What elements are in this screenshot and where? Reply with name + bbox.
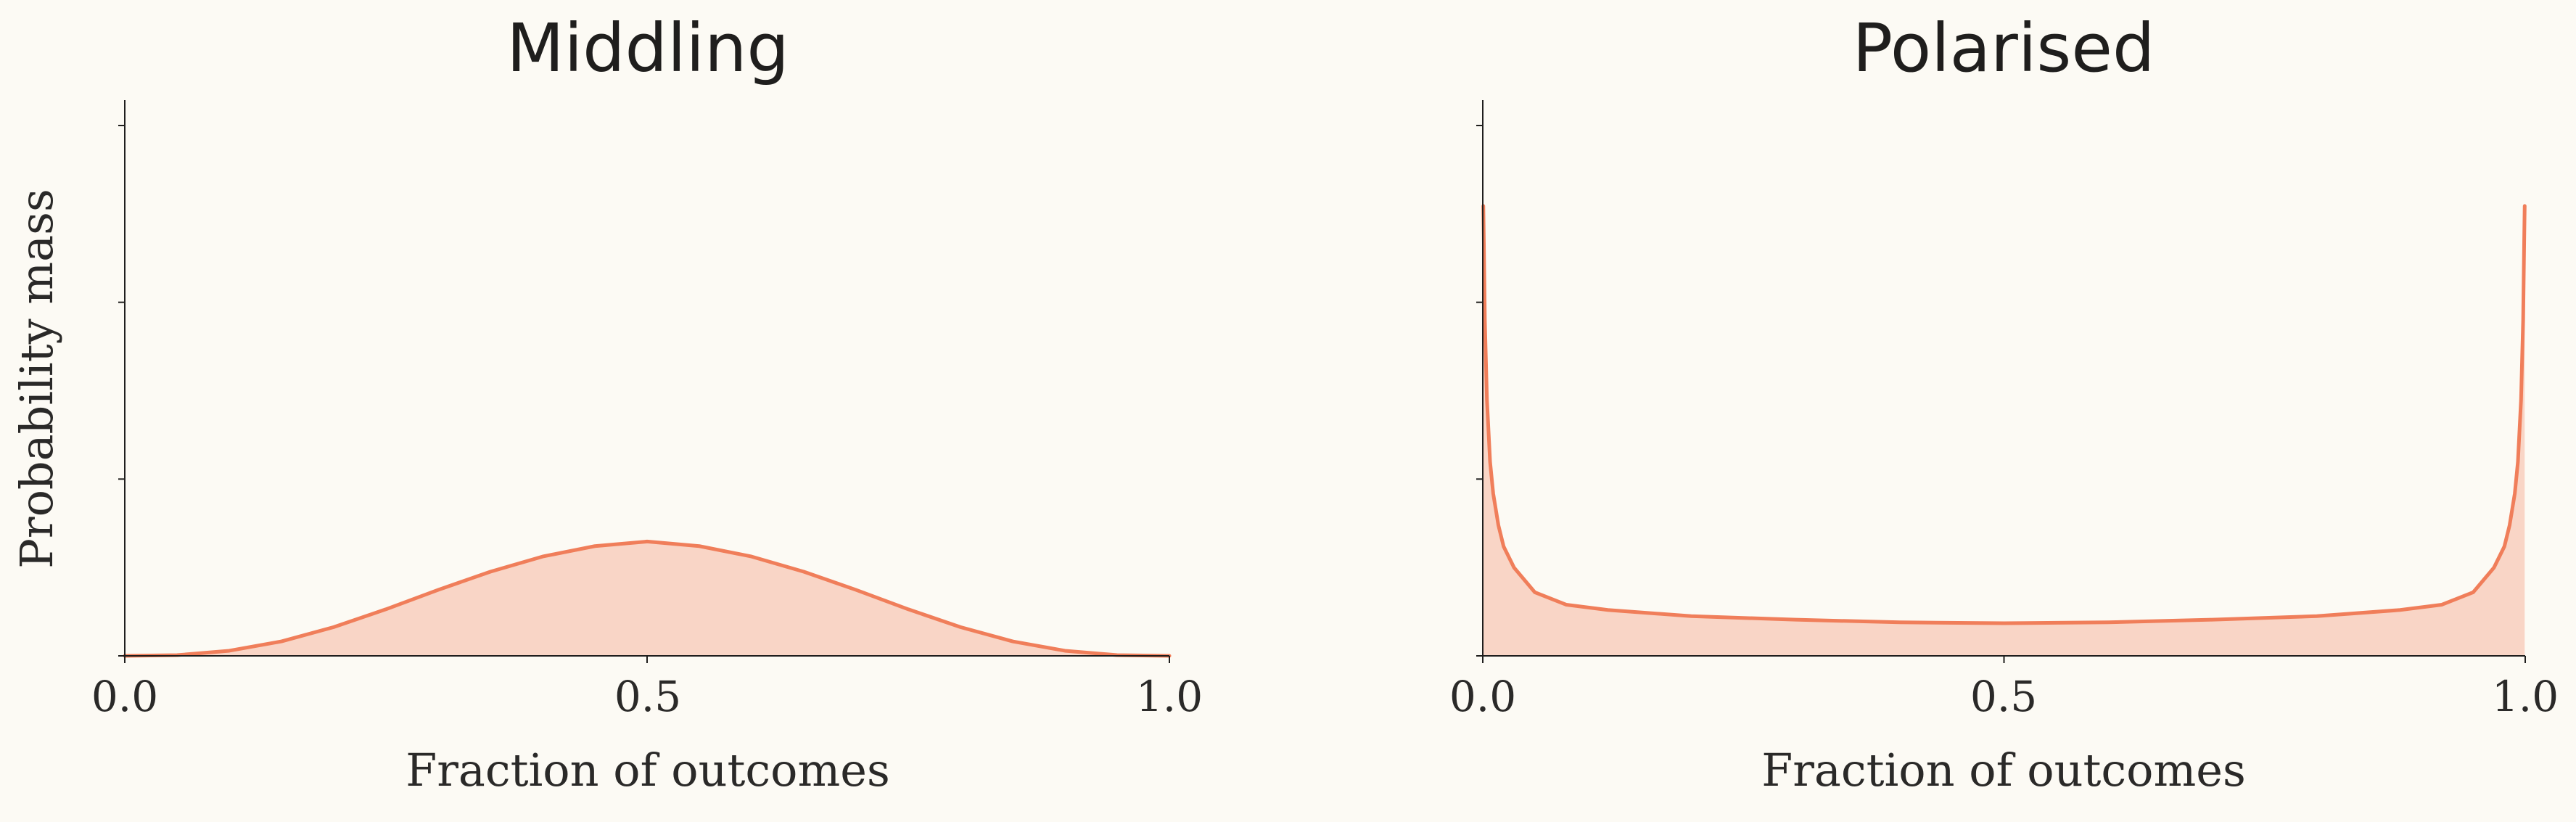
series-line <box>1481 204 2527 625</box>
x-tick-label: 1.0 <box>1136 672 1203 721</box>
x-tick-label: 0.5 <box>614 672 681 721</box>
x-axis-label: Fraction of outcomes <box>406 744 890 797</box>
plot-area <box>118 100 1172 663</box>
panel-middling: Middling Probability mass Fraction of ou… <box>10 9 1203 797</box>
x-tick-labels: 0.0 0.5 1.0 <box>1449 672 2559 721</box>
area-fill <box>1483 205 2525 656</box>
area-fill <box>125 541 1169 656</box>
plot-area <box>1476 100 2527 663</box>
x-tick-label: 0.0 <box>1449 672 1516 721</box>
x-tick-label: 1.0 <box>2492 672 2559 721</box>
panel-title: Polarised <box>1853 9 2155 87</box>
x-tick-labels: 0.0 0.5 1.0 <box>91 672 1203 721</box>
y-axis-label: Probability mass <box>10 189 63 569</box>
x-tick-label: 0.0 <box>91 672 158 721</box>
series-line <box>123 539 1172 658</box>
panel-polarised: Polarised Fraction of outcomes 0.0 0.5 1… <box>1449 9 2559 797</box>
panel-title: Middling <box>506 9 789 87</box>
x-axis-label: Fraction of outcomes <box>1761 744 2246 797</box>
x-tick-label: 0.5 <box>1970 672 2037 721</box>
